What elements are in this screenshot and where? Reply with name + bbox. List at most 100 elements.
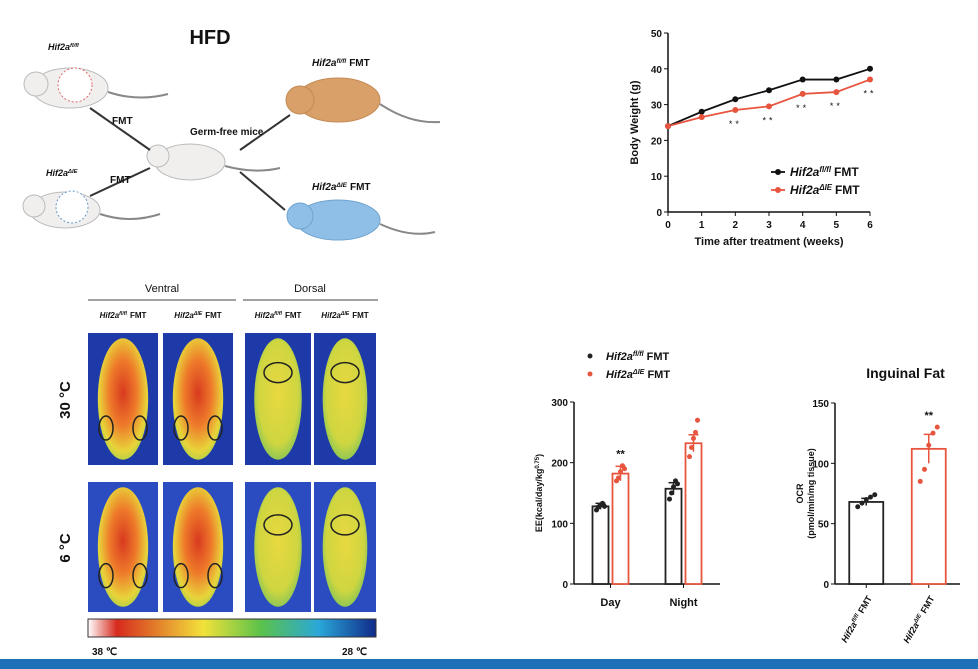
- label-suffix: FMT: [349, 58, 370, 69]
- y-tick-label: 300: [551, 398, 568, 409]
- label-suffix: FMT: [285, 311, 302, 320]
- mouse-heat: [322, 487, 368, 607]
- y-axis-label: EE(kcal/day/kg0.75): [534, 454, 544, 532]
- label-sup: 0.75: [535, 456, 541, 468]
- scale-label: 28 ℃: [342, 647, 367, 658]
- x-tick-label: 5: [834, 220, 840, 231]
- x-axis-label: Time after treatment (weeks): [695, 236, 844, 248]
- data-point: [868, 494, 873, 500]
- marker: [732, 106, 739, 113]
- label-suffix: FMT: [130, 311, 147, 320]
- roi: [263, 361, 293, 384]
- row-label: 6 °C: [57, 533, 74, 563]
- x-tick-label: 6: [867, 220, 873, 231]
- recipient-label: Germ-free mice: [190, 127, 264, 138]
- y-tick-label: 30: [651, 101, 663, 112]
- screen-bar: [0, 659, 978, 669]
- roi: [330, 361, 360, 384]
- label-gene: Hif2a: [100, 311, 120, 320]
- y-tick-label: 100: [551, 519, 568, 530]
- mouse-heat: [172, 487, 224, 607]
- data-point: [926, 442, 932, 448]
- roi: [132, 562, 148, 589]
- bar: [684, 442, 703, 585]
- legend-marker: [587, 371, 593, 377]
- data-point: [691, 435, 696, 441]
- y-tick-label: 50: [818, 520, 830, 531]
- data-point: [667, 496, 672, 502]
- donor-label: Hif2afl/fl: [48, 42, 79, 52]
- marker: [867, 65, 873, 72]
- label-sup: ΔIE: [632, 368, 645, 376]
- donor-label: Hif2aΔIE: [46, 168, 79, 178]
- data-point: [618, 469, 623, 475]
- chart-title: Inguinal Fat: [866, 365, 945, 381]
- label-gene: Hif2a: [312, 58, 337, 69]
- diagram-title: HFD: [189, 27, 230, 49]
- annotation: **: [863, 89, 876, 99]
- label-sup: fl/fl: [274, 311, 282, 317]
- x-tick-label: Day: [600, 597, 621, 609]
- y-tick-label: 0: [562, 580, 568, 591]
- label-suffix: FMT: [352, 311, 369, 320]
- label-sup: fl/fl: [819, 165, 832, 174]
- roi: [98, 562, 114, 589]
- y-tick-label: 150: [812, 399, 829, 410]
- y-tick-label: 0: [656, 208, 662, 219]
- data-point: [872, 492, 878, 498]
- legend-label: Hif2aΔIE FMT: [790, 183, 860, 198]
- y-tick-label: 20: [651, 136, 663, 147]
- label-suffix: FMT: [856, 594, 874, 615]
- mouse-heat: [322, 338, 368, 460]
- y-tick-label: 50: [651, 29, 663, 40]
- data-point: [855, 504, 861, 510]
- mouse-heat: [97, 338, 149, 460]
- row-label: 30 °C: [57, 381, 74, 419]
- column-label: Hif2aΔIE FMT: [321, 311, 369, 320]
- x-tick-label: 2: [733, 220, 739, 231]
- annotation: **: [616, 449, 625, 461]
- data-point: [687, 454, 692, 460]
- label-text: EE(kcal/day/kg: [534, 469, 544, 533]
- data-point: [602, 503, 607, 509]
- label-sup: ΔIE: [335, 182, 347, 189]
- y-tick-label: 10: [651, 172, 663, 183]
- roi: [263, 514, 293, 536]
- data-point: [669, 490, 674, 496]
- label-sup: ΔIE: [340, 311, 350, 317]
- legend-label: Hif2aΔIE FMT: [606, 368, 670, 381]
- marker: [867, 76, 873, 83]
- transfer-label: FMT: [112, 116, 133, 127]
- label-gene: Hif2a: [312, 182, 337, 193]
- label-gene: Hif2a: [174, 311, 194, 320]
- bar: [664, 487, 683, 585]
- label-sup: ΔIE: [913, 612, 924, 625]
- marker: [766, 103, 772, 110]
- label-sup: ΔIE: [818, 183, 832, 192]
- label-gene: Hif2a: [790, 183, 820, 197]
- label-suffix: FMT: [350, 182, 371, 193]
- diagram: HFD Hif2afl/fl Hif2aΔIE FMT FMT Germ-fre…: [22, 27, 441, 241]
- data-point: [616, 475, 621, 481]
- label-suffix: FMT: [919, 594, 937, 615]
- color-scale: [87, 618, 377, 638]
- label-sup: fl/fl: [633, 350, 645, 358]
- bar: [848, 501, 885, 585]
- marker: [665, 123, 671, 130]
- x-tick-label: Hif2afl/flFMT: [839, 594, 874, 645]
- group-label: Ventral: [145, 283, 179, 295]
- x-tick-label: 1: [699, 220, 705, 231]
- label-sup: ΔIE: [193, 311, 203, 317]
- label-sup: fl/fl: [336, 58, 346, 65]
- data-point: [675, 481, 680, 487]
- roi: [173, 562, 189, 589]
- marker: [833, 76, 840, 83]
- label-gene: Hif2a: [790, 165, 820, 179]
- bar: [910, 447, 947, 585]
- marker: [833, 89, 840, 96]
- x-tick-label: Night: [669, 597, 697, 609]
- roi: [98, 415, 114, 441]
- label-sup: fl/fl: [851, 613, 861, 624]
- column-label: Hif2afl/fl FMT: [255, 311, 302, 320]
- roi: [207, 415, 223, 441]
